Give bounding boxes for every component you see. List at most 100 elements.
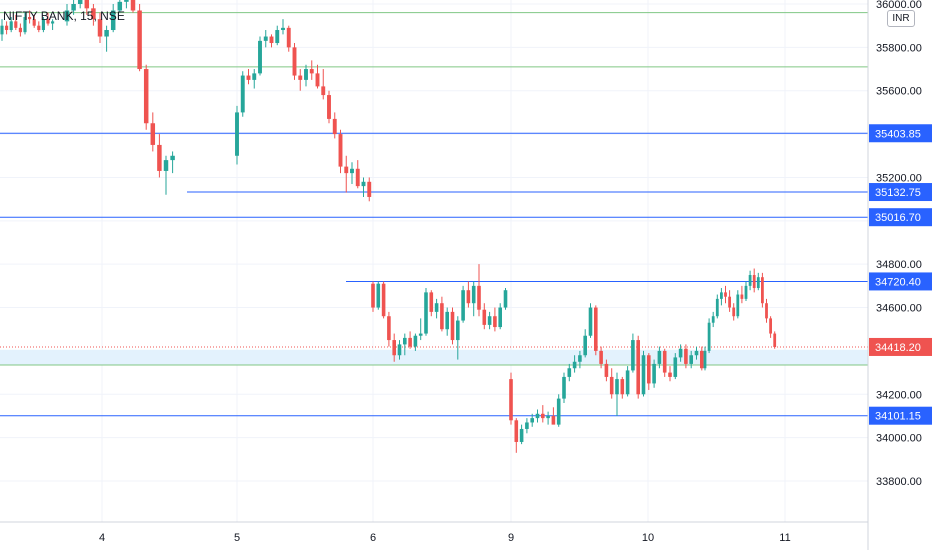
candle[interactable]	[703, 346, 707, 371]
candle[interactable]	[170, 151, 175, 174]
candle[interactable]	[286, 25, 291, 52]
candle[interactable]	[355, 160, 360, 189]
candle[interactable]	[84, 0, 90, 15]
candle[interactable]	[765, 298, 768, 323]
candle[interactable]	[657, 346, 662, 369]
candle[interactable]	[14, 14, 18, 31]
candle[interactable]	[110, 4, 116, 33]
candle[interactable]	[530, 413, 535, 427]
candle[interactable]	[258, 36, 262, 76]
candle[interactable]	[625, 366, 630, 397]
candle[interactable]	[466, 281, 471, 308]
candle[interactable]	[77, 0, 83, 9]
candle[interactable]	[235, 105, 239, 165]
candle[interactable]	[298, 69, 303, 91]
candle[interactable]	[0, 19, 4, 41]
candle[interactable]	[304, 64, 308, 87]
candle[interactable]	[620, 376, 625, 399]
candle[interactable]	[41, 17, 45, 33]
candle[interactable]	[711, 311, 715, 328]
candle[interactable]	[321, 69, 326, 100]
candle[interactable]	[9, 17, 13, 33]
candle[interactable]	[744, 281, 748, 302]
candle[interactable]	[482, 303, 487, 330]
candle[interactable]	[641, 350, 646, 397]
candle[interactable]	[583, 329, 588, 358]
candle[interactable]	[498, 303, 503, 330]
candle[interactable]	[309, 60, 314, 80]
candle[interactable]	[652, 359, 656, 388]
candle[interactable]	[150, 112, 156, 152]
candle[interactable]	[381, 281, 386, 319]
candle[interactable]	[434, 298, 439, 319]
candle[interactable]	[252, 69, 257, 89]
candle[interactable]	[519, 424, 524, 445]
candle[interactable]	[137, 4, 142, 72]
candle[interactable]	[684, 344, 688, 369]
candle[interactable]	[104, 25, 109, 52]
candle[interactable]	[269, 34, 274, 48]
candle[interactable]	[668, 366, 672, 382]
candle[interactable]	[117, 0, 123, 13]
price-axis[interactable]: 33800.00 34000.00 34200.00 34600.00 34800.00…	[867, 0, 932, 550]
candle[interactable]	[292, 43, 297, 80]
candle[interactable]	[503, 288, 508, 310]
candle[interactable]	[71, 0, 76, 15]
candle[interactable]	[275, 25, 280, 46]
candle[interactable]	[332, 112, 337, 139]
candle[interactable]	[728, 290, 731, 312]
candle[interactable]	[51, 19, 55, 31]
candle[interactable]	[157, 134, 162, 178]
candle[interactable]	[455, 316, 460, 360]
candle[interactable]	[732, 303, 736, 321]
candle[interactable]	[662, 348, 667, 377]
candle[interactable]	[631, 333, 635, 373]
candle[interactable]	[678, 344, 683, 362]
candle[interactable]	[740, 285, 744, 304]
candle[interactable]	[593, 305, 598, 356]
candle[interactable]	[367, 177, 372, 202]
candle[interactable]	[525, 418, 529, 434]
candle[interactable]	[477, 264, 481, 317]
candle[interactable]	[615, 372, 619, 416]
candle[interactable]	[535, 409, 540, 423]
currency-badge[interactable]: INR	[887, 10, 915, 27]
candle[interactable]	[315, 64, 320, 89]
candle[interactable]	[578, 350, 582, 369]
candle[interactable]	[387, 311, 391, 347]
candle[interactable]	[97, 12, 103, 44]
candle[interactable]	[556, 394, 561, 427]
candle[interactable]	[724, 285, 727, 304]
candle[interactable]	[514, 418, 519, 453]
candle[interactable]	[376, 281, 381, 310]
candle[interactable]	[440, 296, 444, 332]
candle[interactable]	[604, 359, 609, 382]
candle[interactable]	[18, 23, 22, 37]
candle[interactable]	[361, 177, 366, 197]
candle[interactable]	[748, 270, 752, 291]
candle[interactable]	[673, 353, 678, 380]
candle[interactable]	[327, 90, 331, 124]
candle[interactable]	[646, 353, 651, 390]
candle[interactable]	[572, 355, 577, 373]
candle[interactable]	[715, 294, 719, 319]
candle[interactable]	[736, 290, 740, 319]
candle[interactable]	[163, 155, 169, 195]
candle[interactable]	[567, 363, 572, 382]
candle[interactable]	[450, 307, 455, 345]
candle[interactable]	[599, 346, 603, 369]
candle[interactable]	[143, 64, 149, 130]
candle[interactable]	[699, 346, 704, 371]
candle[interactable]	[761, 272, 764, 308]
candle[interactable]	[350, 162, 354, 184]
candle[interactable]	[720, 288, 723, 306]
candle[interactable]	[64, 4, 70, 26]
candles[interactable]	[0, 0, 777, 453]
candle[interactable]	[694, 346, 699, 360]
candle[interactable]	[240, 71, 245, 117]
candle[interactable]	[493, 307, 497, 332]
candle[interactable]	[338, 129, 343, 174]
candle[interactable]	[28, 10, 32, 24]
candle[interactable]	[37, 21, 41, 33]
candle[interactable]	[540, 405, 545, 423]
